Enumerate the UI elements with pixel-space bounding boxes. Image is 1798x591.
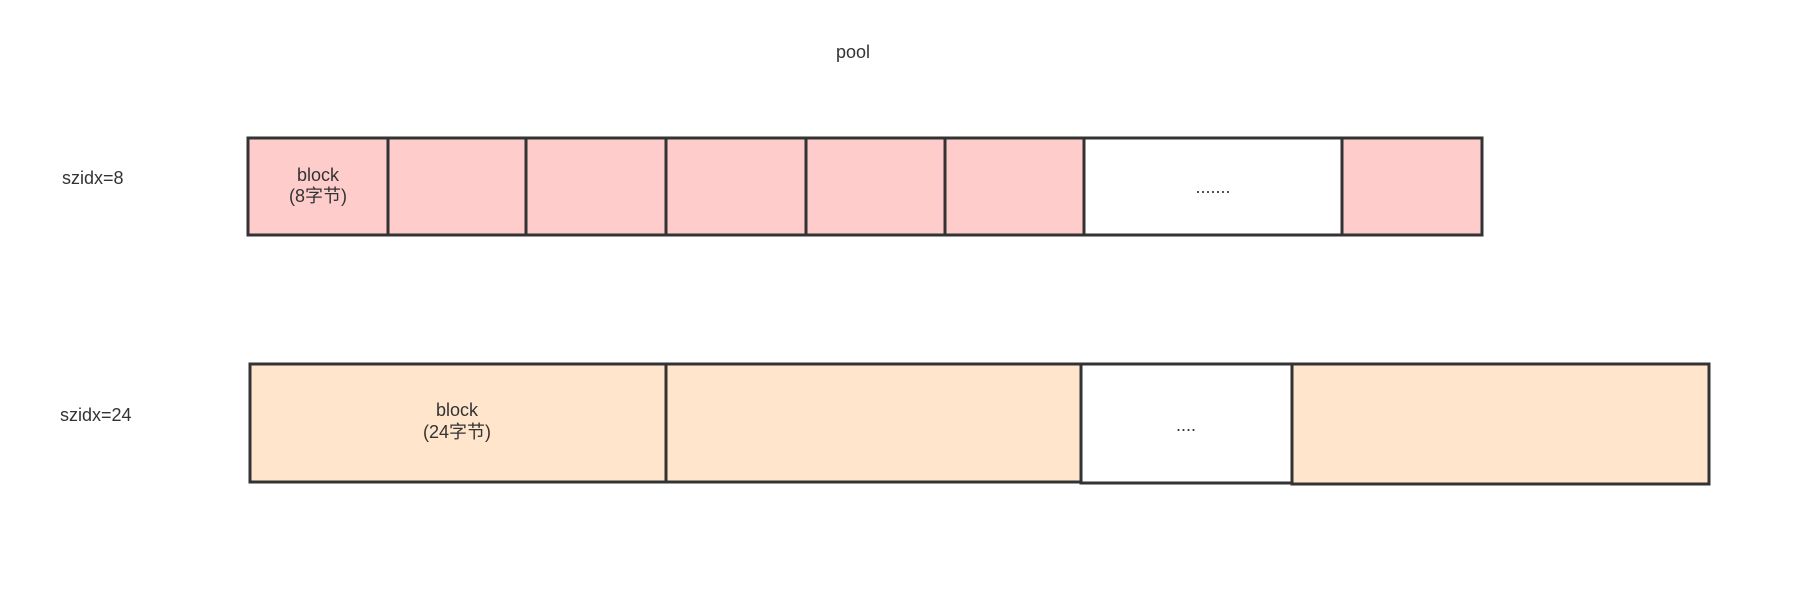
block-cell <box>246 136 390 237</box>
block-cell <box>804 136 947 237</box>
block-cell <box>943 136 1086 237</box>
pool-row-24 <box>248 362 1711 486</box>
row-label: szidx=24 <box>60 405 132 425</box>
block-label: block <box>436 400 479 420</box>
ellipsis-cell <box>1082 136 1344 237</box>
block-size: (8字节) <box>289 186 347 206</box>
block-cell <box>386 136 528 237</box>
row-label: szidx=8 <box>62 168 124 188</box>
block-cell <box>664 136 808 237</box>
title: pool <box>836 42 870 62</box>
block-size: (24字节) <box>423 422 491 442</box>
ellipsis-cell <box>1079 362 1294 485</box>
block-cell <box>1290 362 1711 486</box>
block-cell <box>524 136 668 237</box>
ellipsis: .... <box>1176 415 1196 435</box>
pool-row-8 <box>246 136 1484 237</box>
block-label: block <box>297 165 340 185</box>
block-cell <box>248 362 668 484</box>
block-cell <box>664 362 1083 484</box>
block-cell <box>1340 136 1484 237</box>
ellipsis: ....... <box>1195 177 1230 197</box>
